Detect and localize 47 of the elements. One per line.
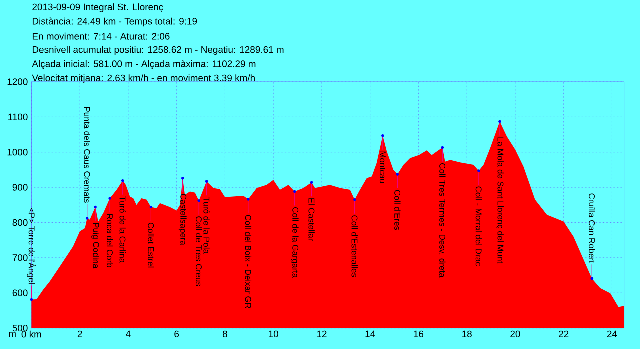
annotation: Coll d'Estenalles [352, 216, 358, 278]
annotation: Punta dels Caus Cremats [84, 107, 90, 203]
annotation: Collet Estrel [148, 222, 154, 268]
x-tick-label: 22 [559, 330, 569, 338]
text: Alçada inicial: 581.00 m - Alçada màxima: 1102.29 m [32, 60, 256, 70]
x-tick-label: 18 [462, 330, 472, 338]
y-tick-label: 700 [12, 254, 28, 262]
x-tick-label: 16 [414, 330, 424, 338]
annotation: Castellsapera [178, 194, 187, 246]
x-tick-label: 10 [269, 330, 278, 338]
y-tick-label: 500 [12, 324, 28, 332]
chart-title: 2013-09-09 Integral St. Llorenç [32, 4, 164, 12]
annotation: Coll del Boix - Deixar GR [245, 215, 252, 309]
text: En moviment: 7:14 - Aturat: 2:06 [32, 32, 170, 40]
y-tick-label: 1000 [8, 149, 28, 156]
x-tick-label: 8 [222, 330, 228, 338]
text: Distància: 24.49 km - Temps total: 9:19 [32, 18, 198, 27]
x-tick-label: 4 [126, 330, 131, 338]
x-tick-label: 14 [366, 330, 376, 338]
annotation: Cruïlla Can Robert [589, 194, 596, 264]
x-tick-label: 2 [78, 330, 82, 338]
annotation: Coll de Tres Creus [196, 216, 202, 286]
y-axis-title: m [9, 332, 16, 338]
annotation: Coll de la Gargarta [290, 208, 299, 278]
x-tick-label: 12 [317, 330, 327, 338]
annotation: Turó de la Pola [204, 197, 210, 254]
y-tick-label: 800 [12, 219, 28, 226]
y-tick-label: 1200 [8, 78, 28, 86]
y-tick-label: 1100 [8, 114, 28, 121]
x-tick-label: 6 [174, 330, 180, 338]
x-tick-label: 20 [510, 330, 520, 338]
annotation: El Castellar [308, 198, 315, 242]
annotation: Coll d'Eres [394, 190, 401, 230]
y-tick-label: 900 [12, 184, 28, 191]
annotation: Turó de la Carlina [120, 196, 126, 264]
annotation: Montcau [380, 152, 386, 184]
annotation: Puig Codina [92, 223, 100, 269]
text: Desnivell acumulat positiu: 1258.62 m - Negatiu: 1289.61 m [32, 46, 284, 56]
annotation: Velocitat mitjana: 2.63 km/h - en moviment 3.39 km/h [32, 74, 255, 84]
annotation: Coll Tres Termes - Desv. dreta [440, 164, 446, 278]
y-tick-label: 600 [12, 290, 28, 296]
x-tick-label: 24 [607, 330, 618, 338]
annotation: La Mola de Sant Llorenç del Munt [496, 138, 504, 264]
annotation: <P> Torre de l'Àngel [27, 208, 36, 284]
annotation: Coll - Morral del Drac [476, 186, 482, 266]
annotation: Roca del Corb [106, 214, 114, 268]
x-tick-label: 0 km [22, 330, 42, 338]
